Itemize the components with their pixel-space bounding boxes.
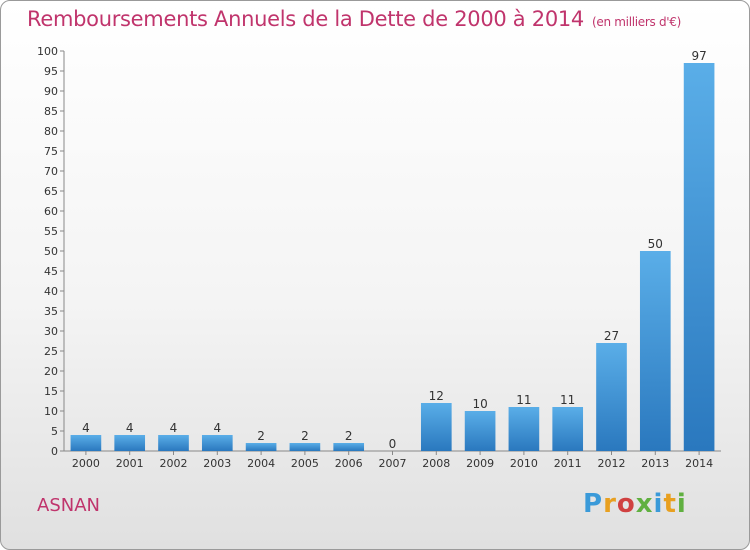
commune-name: ASNAN: [37, 495, 100, 516]
bar: [201, 435, 233, 451]
data-label: 97: [691, 49, 706, 63]
data-label: 50: [648, 237, 663, 251]
bar: [158, 435, 189, 451]
chart-title: Remboursements Annuels de la Dette de 20…: [27, 7, 681, 31]
y-tick-label: 100: [37, 45, 58, 58]
logo-letter: P: [583, 489, 604, 519]
x-tick-label: 2008: [422, 457, 450, 470]
x-tick-label: 2005: [291, 457, 319, 470]
y-tick-label: 30: [44, 325, 58, 338]
logo-letter: x: [635, 489, 654, 519]
data-label: 4: [213, 421, 221, 435]
bar: [683, 63, 715, 451]
bar: [508, 407, 540, 451]
y-tick-label: 35: [44, 305, 58, 318]
proxiti-logo: Proxiti: [583, 489, 687, 519]
data-label: 12: [429, 389, 444, 403]
data-label: 27: [604, 329, 619, 343]
data-label: 11: [560, 393, 575, 407]
y-tick-label: 60: [44, 205, 58, 218]
y-tick-label: 75: [44, 145, 58, 158]
bar: [464, 411, 496, 451]
x-tick-label: 2009: [466, 457, 494, 470]
data-label: 4: [170, 421, 178, 435]
bar: [333, 443, 365, 451]
y-tick-label: 55: [44, 225, 58, 238]
y-tick-label: 0: [51, 445, 58, 458]
y-tick-label: 15: [44, 385, 58, 398]
y-tick-label: 40: [44, 285, 58, 298]
logo-letter: r: [603, 489, 617, 519]
y-tick-label: 90: [44, 85, 58, 98]
x-tick-label: 2014: [685, 457, 713, 470]
data-label: 0: [389, 437, 397, 451]
y-tick-label: 85: [44, 105, 58, 118]
y-tick-label: 45: [44, 265, 58, 278]
bar: [596, 343, 627, 451]
x-tick-label: 2000: [72, 457, 100, 470]
y-tick-label: 65: [44, 185, 58, 198]
y-tick-label: 25: [44, 345, 58, 358]
axes: 0510152025303540455055606570758085909510…: [37, 45, 721, 470]
bars: [70, 63, 715, 451]
y-tick-label: 50: [44, 245, 58, 258]
data-labels: 4 4 4 4 2 2 2 0 12 10 11 11 27 50 97: [82, 49, 707, 451]
logo-letter: i: [653, 489, 664, 519]
data-label: 10: [472, 397, 487, 411]
bar: [639, 251, 671, 451]
bar: [420, 403, 452, 451]
y-tick-label: 10: [44, 405, 58, 418]
data-label: 2: [257, 429, 265, 443]
x-tick-label: 2011: [554, 457, 582, 470]
bar: [289, 443, 321, 451]
chart-title-text: Remboursements Annuels de la Dette de 20…: [27, 7, 584, 31]
y-tick-label: 70: [44, 165, 58, 178]
bar: [245, 443, 277, 451]
x-tick-label: 2002: [160, 457, 188, 470]
x-tick-label: 2006: [335, 457, 363, 470]
data-label: 2: [345, 429, 353, 443]
logo-letter: i: [676, 489, 687, 519]
y-tick-label: 95: [44, 65, 58, 78]
y-tick-label: 5: [51, 425, 58, 438]
data-label: 4: [82, 421, 90, 435]
x-tick-label: 2010: [510, 457, 538, 470]
chart-unit-note: (en milliers d'€): [592, 15, 682, 29]
x-tick-label: 2003: [203, 457, 231, 470]
x-tick-label: 2004: [247, 457, 275, 470]
x-tick-label: 2012: [598, 457, 626, 470]
x-tick-label: 2013: [641, 457, 669, 470]
y-tick-label: 20: [44, 365, 58, 378]
bar: [114, 435, 146, 451]
logo-letter: o: [616, 489, 636, 519]
x-tick-label: 2001: [116, 457, 144, 470]
data-label: 2: [301, 429, 309, 443]
logo-letter: t: [663, 489, 677, 519]
data-label: 4: [126, 421, 134, 435]
y-tick-label: 80: [44, 125, 58, 138]
bar: [552, 407, 584, 451]
data-label: 11: [516, 393, 531, 407]
x-tick-label: 2007: [379, 457, 407, 470]
bar: [70, 435, 102, 451]
